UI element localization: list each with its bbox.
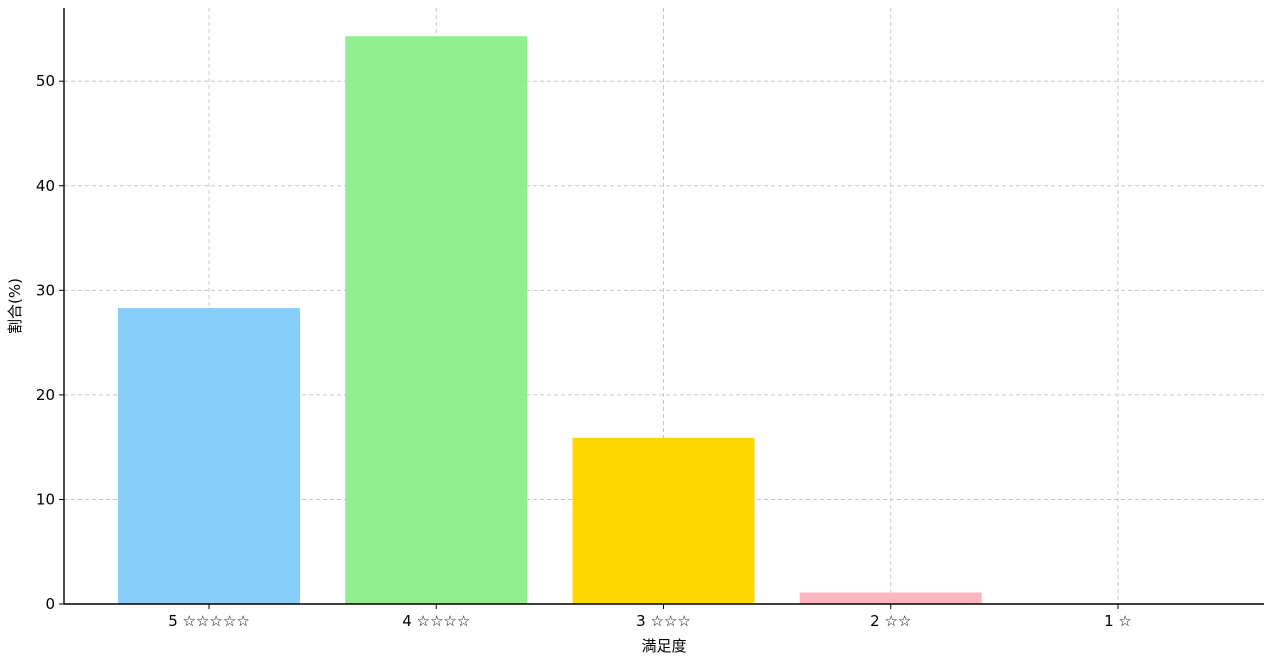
bar-2 — [345, 36, 528, 605]
y-tick-label: 0 — [45, 595, 55, 613]
x-tick-label: 5 ☆☆☆☆☆ — [168, 612, 250, 630]
y-tick-label: 20 — [36, 386, 55, 404]
y-tick-label: 30 — [36, 281, 55, 299]
bar-3 — [572, 437, 755, 604]
x-tick-label: 3 ☆☆☆ — [636, 612, 691, 630]
x-tick-label: 2 ☆☆ — [870, 612, 911, 630]
y-axis-title: 割合(%) — [6, 278, 24, 334]
y-tick-label: 40 — [36, 177, 55, 195]
x-axis-title: 満足度 — [641, 637, 686, 655]
bar-4 — [799, 592, 982, 604]
y-ticks: 0 10 20 30 40 50 — [36, 72, 64, 613]
bars — [118, 36, 982, 605]
bar-1 — [118, 308, 300, 604]
x-ticks: 5 ☆☆☆☆☆ 4 ☆☆☆☆ 3 ☆☆☆ 2 ☆☆ 1 ☆ — [168, 604, 1132, 630]
x-tick-label: 1 ☆ — [1104, 612, 1132, 630]
x-tick-label: 4 ☆☆☆☆ — [402, 612, 470, 630]
y-tick-label: 10 — [36, 490, 55, 508]
y-tick-label: 50 — [36, 72, 55, 90]
